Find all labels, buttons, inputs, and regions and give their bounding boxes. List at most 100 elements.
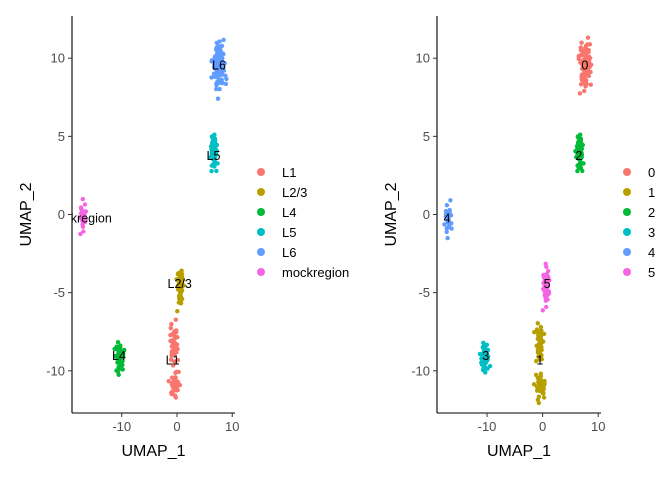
point-2	[576, 140, 582, 145]
y-tick-label: 5	[58, 129, 65, 144]
y-tick-label: 5	[423, 129, 430, 144]
point-L6	[216, 68, 221, 73]
point-mockregion	[80, 222, 85, 227]
point-L1	[171, 379, 176, 385]
point-L6	[218, 47, 223, 53]
point-0	[585, 42, 590, 47]
point-L5	[212, 164, 217, 169]
point-1	[538, 324, 544, 330]
point-L1	[170, 389, 175, 394]
cluster-label: 0	[581, 58, 588, 72]
point-1	[539, 357, 544, 362]
x-tick-label: -10	[478, 419, 497, 434]
point-L6	[219, 70, 224, 76]
point-1	[533, 372, 539, 378]
point-4	[444, 203, 450, 208]
y-tick-label: 10	[416, 51, 430, 66]
point-L4	[118, 345, 123, 351]
point-mockregion	[82, 217, 87, 222]
point-L4	[120, 367, 126, 372]
point-2	[578, 165, 584, 171]
cluster-label: L4	[112, 349, 126, 363]
point-L6	[219, 43, 225, 49]
point-L6	[215, 96, 221, 101]
x-tick-label: 0	[173, 419, 180, 434]
x-axis-title: UMAP_1	[121, 443, 185, 460]
y-tick-label: -10	[46, 363, 65, 378]
cluster-label: kregion	[71, 211, 112, 225]
point-L6	[215, 64, 220, 69]
point-1	[541, 380, 547, 385]
point-4	[444, 229, 449, 235]
point-L6	[224, 76, 229, 82]
point-4	[445, 217, 450, 223]
y-tick-label: -5	[418, 285, 430, 300]
point-L4	[114, 344, 119, 349]
point-L2-3	[175, 309, 180, 314]
cluster-label: 1	[536, 354, 543, 368]
legend-key	[623, 268, 631, 276]
point-0	[577, 91, 583, 96]
point-L5	[212, 136, 218, 142]
legend-label: L4	[282, 205, 296, 220]
legend-key	[623, 208, 631, 216]
point-L1	[169, 321, 174, 327]
point-L6	[214, 81, 219, 86]
point-L1	[170, 331, 175, 337]
point-L6	[219, 77, 224, 82]
point-4	[446, 214, 451, 219]
point-3	[487, 363, 493, 369]
cluster-label: L5	[207, 149, 221, 163]
y-tick-label: 0	[58, 207, 65, 222]
point-5	[543, 261, 548, 266]
point-0	[588, 82, 593, 87]
point-L4	[120, 358, 125, 364]
point-L1	[173, 317, 178, 322]
point-L1	[168, 325, 173, 331]
x-tick-label: -10	[112, 419, 131, 434]
axes: -10 0 10 -10 -5 0 5 10	[46, 16, 239, 434]
legend-label: L1	[282, 165, 296, 180]
point-0	[576, 53, 581, 59]
point-L5	[212, 132, 217, 137]
point-3	[484, 342, 490, 347]
point-L6	[209, 75, 214, 80]
cluster-label: 3	[482, 349, 489, 363]
legend-key	[623, 228, 631, 236]
point-3	[479, 356, 484, 361]
legend-key	[257, 168, 265, 176]
x-axis-title: UMAP_1	[487, 443, 551, 460]
point-4	[442, 222, 447, 227]
point-1	[532, 330, 537, 335]
point-5	[545, 284, 550, 289]
point-1	[535, 336, 540, 342]
legend-label: L6	[282, 245, 296, 260]
legend-label: mockregion	[282, 265, 349, 280]
point-L4	[116, 372, 121, 377]
point-1	[535, 385, 541, 390]
point-5	[544, 304, 549, 310]
point-L2-3	[179, 296, 185, 302]
legend-label: 2	[648, 205, 655, 220]
point-L6	[214, 86, 219, 92]
point-0	[581, 81, 587, 86]
point-L1	[173, 395, 178, 400]
legend-key	[257, 228, 265, 236]
point-0	[578, 48, 584, 53]
point-mockregion	[81, 229, 86, 234]
point-L1	[169, 353, 174, 358]
point-L4	[115, 340, 121, 345]
point-4	[445, 235, 450, 241]
point-L6	[214, 45, 219, 50]
point-mockregion	[78, 231, 83, 237]
point-L5	[209, 168, 214, 174]
point-L1	[174, 330, 179, 335]
point-L2-3	[178, 301, 183, 306]
point-5	[545, 279, 550, 284]
point-L5	[211, 161, 217, 166]
x-tick-label: 0	[539, 419, 546, 434]
point-1	[538, 376, 543, 381]
cluster-label: 2	[575, 149, 582, 163]
point-1	[535, 321, 540, 326]
point-0	[585, 58, 590, 63]
